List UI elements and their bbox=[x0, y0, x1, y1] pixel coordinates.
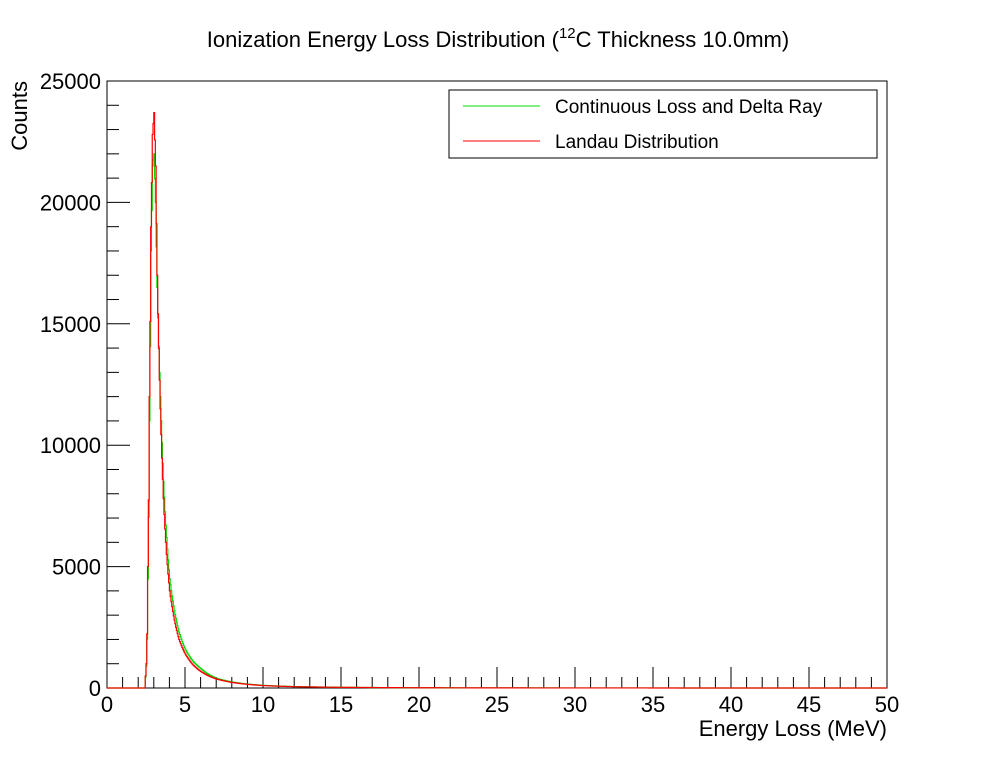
x-tick-label: 15 bbox=[329, 692, 353, 717]
title-superscript: 12 bbox=[559, 25, 576, 42]
y-tick-label: 25000 bbox=[40, 69, 101, 94]
chart-title: Ionization Energy Loss Distribution (12C… bbox=[207, 25, 789, 52]
x-tick-label: 5 bbox=[179, 692, 191, 717]
x-tick-label: 20 bbox=[407, 692, 431, 717]
y-tick-label: 5000 bbox=[52, 555, 101, 580]
series-group bbox=[107, 111, 887, 689]
y-tick-label: 15000 bbox=[40, 312, 101, 337]
title-suffix: C Thickness 10.0mm) bbox=[576, 27, 790, 52]
y-tick-label: 10000 bbox=[40, 433, 101, 458]
axes: 0 5 10 15 20 25 30 35 40 45 50 0 5000 10000 15000 20000… bbox=[40, 69, 899, 717]
x-tick-label: 10 bbox=[251, 692, 275, 717]
x-tick-label: 40 bbox=[719, 692, 743, 717]
legend: Continuous Loss and Delta Ray Landau Dis… bbox=[448, 89, 878, 159]
y-tick-label: 20000 bbox=[40, 190, 101, 215]
legend-label-landau: Landau Distribution bbox=[555, 132, 719, 153]
y-axis-label: Counts bbox=[7, 81, 32, 151]
series-line-1 bbox=[107, 111, 887, 689]
legend-label-continuous: Continuous Loss and Delta Ray bbox=[555, 97, 823, 118]
plot-frame bbox=[106, 80, 888, 689]
title-prefix: Ionization Energy Loss Distribution ( bbox=[207, 27, 560, 52]
series-line-0 bbox=[107, 153, 887, 689]
x-axis-label: Energy Loss (MeV) bbox=[699, 716, 887, 741]
y-tick-label: 0 bbox=[89, 676, 101, 701]
x-tick-label: 30 bbox=[563, 692, 587, 717]
x-tick-label: 45 bbox=[797, 692, 821, 717]
x-tick-label: 35 bbox=[641, 692, 665, 717]
legend-box bbox=[448, 89, 878, 159]
x-tick-label: 0 bbox=[101, 692, 113, 717]
x-tick-label: 50 bbox=[875, 692, 899, 717]
x-tick-label: 25 bbox=[485, 692, 509, 717]
